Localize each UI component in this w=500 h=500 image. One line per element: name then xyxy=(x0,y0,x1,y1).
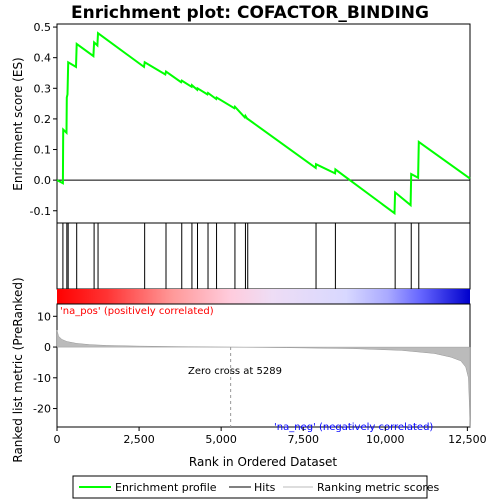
es-panel xyxy=(56,23,471,224)
x-tick-group: 0 2,500 5,000 7,500 10,000 12,500 xyxy=(54,427,487,446)
negative-correlation-label: 'na_neg' (negatively correlated) xyxy=(274,422,433,433)
hit-marker-group xyxy=(62,223,420,289)
es-ytick-label: 0.1 xyxy=(34,144,52,157)
enrichment-profile-line xyxy=(56,31,471,216)
es-ytick-label: 0.5 xyxy=(34,21,52,34)
es-ytick-label: 0.3 xyxy=(34,82,52,95)
x-tick-label: 0 xyxy=(54,433,61,446)
chart-title: Enrichment plot: COFACTOR_BINDING xyxy=(71,3,429,23)
es-ytick-label: 0.4 xyxy=(34,52,52,65)
legend-label-enrichment: Enrichment profile xyxy=(115,481,217,494)
metric-panel xyxy=(56,303,471,428)
es-ytick-label: -0.1 xyxy=(30,205,51,218)
x-axis-label: Rank in Ordered Dataset xyxy=(189,455,337,469)
metric-ytick-label: 10 xyxy=(37,310,51,323)
x-tick-label: 12,500 xyxy=(448,433,487,446)
x-tick-label: 5,000 xyxy=(205,433,237,446)
metric-ytick-label: 0 xyxy=(44,341,51,354)
legend-label-metric: Ranking metric scores xyxy=(317,481,439,494)
metric-ytick-group: -20 -10 0 10 xyxy=(33,310,57,416)
x-tick-label: 10,000 xyxy=(366,433,405,446)
hits-panel xyxy=(56,222,471,290)
metric-ytick-label: -20 xyxy=(33,403,51,416)
x-tick-label: 2,500 xyxy=(123,433,155,446)
metric-ytick-label: -10 xyxy=(33,372,51,385)
metric-axis-label: Ranked list metric (PreRanked) xyxy=(11,277,25,462)
rank-color-bar xyxy=(57,289,470,304)
zero-cross-label: Zero cross at 5289 xyxy=(188,366,282,377)
es-ytick-label: 0.0 xyxy=(34,174,52,187)
es-axis-label: Enrichment score (ES) xyxy=(11,57,25,190)
es-ytick-label: 0.2 xyxy=(34,113,52,126)
x-tick-label: 7,500 xyxy=(287,433,319,446)
ranking-metric-area xyxy=(56,330,471,428)
positive-correlation-label: 'na_pos' (positively correlated) xyxy=(60,306,214,317)
legend-label-hits: Hits xyxy=(254,481,276,494)
es-ytick-group: -0.1 0.0 0.1 0.2 0.3 0.4 0.5 xyxy=(30,21,57,218)
